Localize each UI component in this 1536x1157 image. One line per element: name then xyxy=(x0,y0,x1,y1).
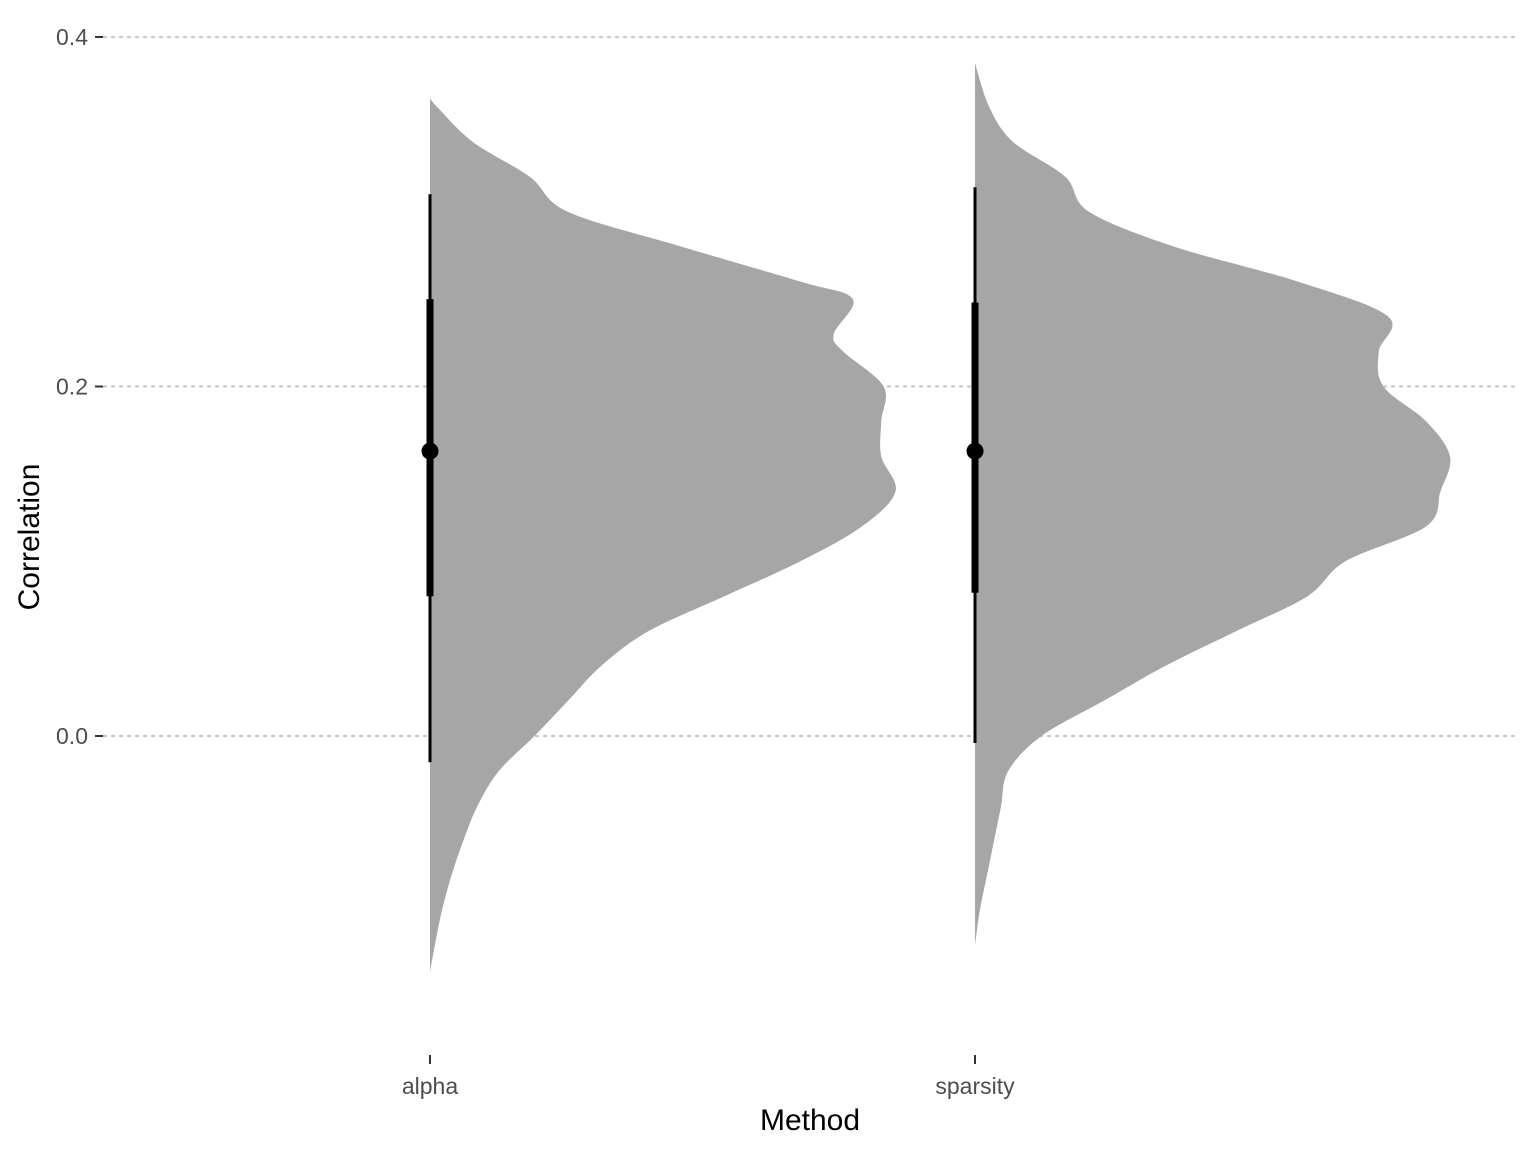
density-alpha xyxy=(430,98,896,972)
x-tick-label: sparsity xyxy=(935,1073,1015,1099)
median-point-alpha xyxy=(421,442,439,460)
x-tick-label: alpha xyxy=(402,1073,458,1099)
interval-layer xyxy=(421,187,984,763)
density-layer xyxy=(430,63,1451,972)
y-axis-title: Correlation xyxy=(13,464,46,611)
median-point-sparsity xyxy=(966,442,984,460)
y-tick-label: 0.2 xyxy=(56,374,88,400)
y-tick-label: 0.4 xyxy=(56,24,88,50)
density-sparsity xyxy=(975,63,1451,946)
x-axis-title: Method xyxy=(760,1104,860,1137)
y-tick-label: 0.0 xyxy=(56,723,88,749)
axis-layer: 0.0 0.2 0.4 alpha sparsity xyxy=(56,24,1015,1099)
